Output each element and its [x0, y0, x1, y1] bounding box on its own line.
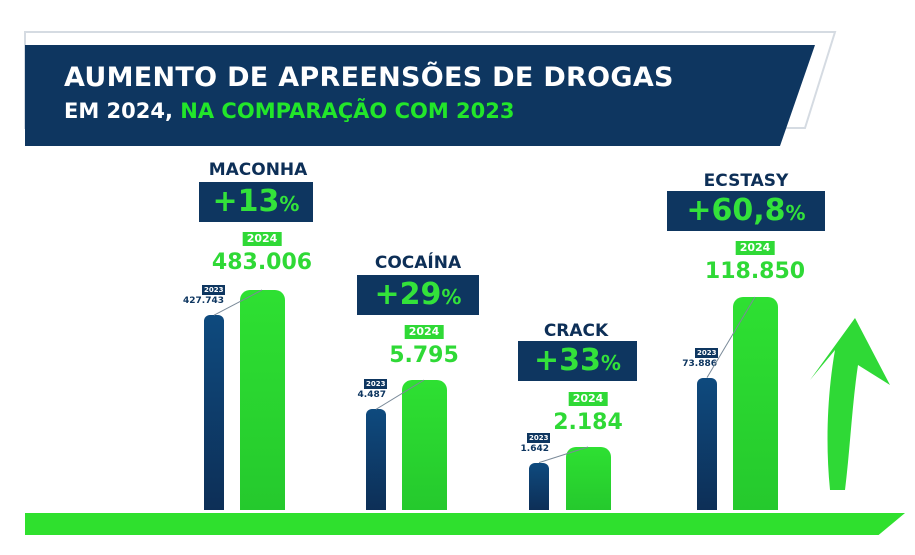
change-value: +13 [212, 184, 280, 219]
change-badge: +29% [357, 275, 479, 315]
change-value: +33 [534, 343, 601, 378]
percent-sign: % [441, 285, 462, 309]
up-arrow-icon [810, 318, 890, 490]
year-2023-badge: 2023 [202, 285, 226, 296]
percent-sign: % [279, 192, 300, 216]
drug-name: MACONHA [208, 160, 308, 180]
percent-sign: % [600, 351, 621, 375]
year-2023-badge: 2023 [364, 379, 388, 390]
value-2024-label: 483.006 [211, 250, 313, 275]
bar-2023 [697, 377, 717, 510]
subtitle-white: EM 2024, [64, 99, 173, 123]
value-2023-label: 4.487 [357, 390, 386, 401]
bar-2023 [204, 315, 224, 510]
subtitle-green: NA COMPARAÇÃO COM 2023 [180, 99, 515, 123]
header-banner [24, 31, 837, 146]
header-subtitle: EM 2024, NA COMPARAÇÃO COM 2023 [64, 99, 514, 123]
bar-2023 [366, 409, 386, 510]
bar-2024 [566, 447, 611, 510]
year-2024-badge: 2024 [242, 232, 282, 246]
year-2023-badge: 2023 [695, 347, 719, 358]
value-2024-label: 2.184 [553, 410, 623, 435]
bar-2024 [240, 290, 285, 510]
baseline-bar [25, 513, 905, 535]
connector-line [538, 446, 589, 464]
year-2024-badge: 2024 [404, 325, 444, 339]
change-value: +29 [374, 277, 442, 312]
value-2023-label: 73.886 [682, 358, 717, 369]
header-title: AUMENTO DE APREENSÕES DE DROGAS [64, 62, 674, 93]
drug-name: COCAÍNA [374, 253, 462, 273]
change-badge: +33% [518, 341, 637, 381]
value-2024-label: 118.850 [704, 259, 806, 284]
year-2023-badge: 2023 [527, 432, 551, 443]
year-2024-badge: 2024 [735, 241, 775, 255]
connector-line [375, 379, 425, 410]
drug-name: ECSTASY [703, 171, 789, 191]
drug-name: CRACK [543, 321, 609, 341]
year-2024-badge: 2024 [568, 392, 608, 406]
value-2023-label: 427.743 [183, 296, 224, 307]
percent-sign: % [785, 201, 806, 225]
connector-line [706, 296, 756, 378]
change-value: +60,8 [686, 193, 786, 228]
connector-line [213, 289, 263, 316]
change-badge: +13% [199, 182, 313, 222]
value-2024-label: 5.795 [389, 343, 459, 368]
bar-2024 [733, 297, 778, 510]
change-badge: +60,8% [667, 191, 825, 231]
bar-2023 [529, 462, 549, 510]
bar-2024 [402, 380, 447, 510]
value-2023-label: 1.642 [520, 443, 549, 454]
